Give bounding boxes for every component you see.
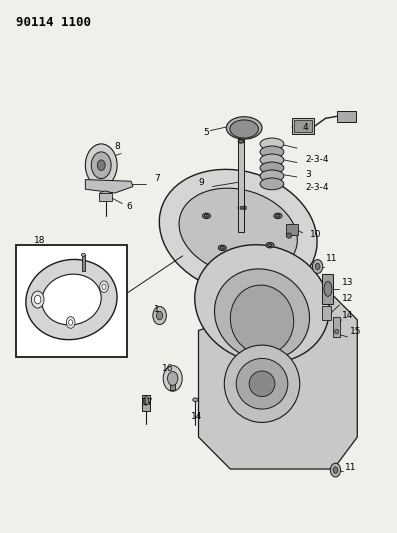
Ellipse shape [335,329,339,334]
Circle shape [330,463,341,477]
Text: 12: 12 [342,294,354,303]
Polygon shape [198,288,357,469]
Ellipse shape [276,215,280,217]
Bar [292,118,314,134]
Ellipse shape [260,138,284,150]
Text: 14: 14 [342,311,354,320]
Circle shape [153,306,166,325]
Text: 3: 3 [305,171,310,179]
Circle shape [97,160,105,171]
Ellipse shape [266,243,274,248]
Text: 90114 1100: 90114 1100 [16,16,91,29]
Ellipse shape [214,269,310,360]
Ellipse shape [260,146,284,158]
Bar [238,136,244,232]
Ellipse shape [42,274,101,325]
Circle shape [168,372,178,385]
Ellipse shape [274,213,282,219]
Bar [286,224,298,235]
Ellipse shape [218,245,226,251]
Ellipse shape [237,134,245,139]
Text: 15: 15 [350,327,362,336]
Polygon shape [85,180,133,193]
Bar [322,274,333,304]
Ellipse shape [26,260,117,340]
Circle shape [156,311,163,320]
Circle shape [66,317,75,328]
Ellipse shape [143,397,149,405]
Text: 10: 10 [310,230,321,239]
Bar [294,120,312,132]
Text: 18: 18 [34,237,46,245]
Text: 8: 8 [114,142,120,150]
Text: 5: 5 [203,128,209,136]
Ellipse shape [268,244,272,247]
Ellipse shape [324,281,332,296]
Ellipse shape [195,245,329,363]
Text: 9: 9 [198,178,204,187]
Ellipse shape [230,285,294,354]
Text: 6: 6 [126,203,132,211]
Text: 11: 11 [326,254,338,263]
Ellipse shape [236,358,288,409]
Ellipse shape [260,162,284,174]
Circle shape [163,366,182,391]
Circle shape [102,284,106,289]
Text: 1: 1 [154,305,160,313]
Bar [333,317,340,337]
Ellipse shape [249,371,275,397]
Circle shape [35,295,41,304]
Ellipse shape [224,345,300,422]
Circle shape [69,320,73,325]
Text: 17: 17 [142,398,154,407]
Ellipse shape [286,233,292,238]
Ellipse shape [81,253,85,256]
Text: 13: 13 [342,278,354,287]
Text: 4: 4 [303,124,308,132]
Ellipse shape [179,188,297,276]
Circle shape [312,260,323,273]
Text: 16: 16 [162,365,173,373]
Ellipse shape [260,154,284,166]
Bar [99,193,112,201]
Text: 11: 11 [345,464,356,472]
Ellipse shape [240,207,244,209]
Bar [82,254,85,271]
Ellipse shape [238,205,246,211]
Text: 14: 14 [191,413,203,421]
Ellipse shape [193,398,198,402]
Bar [337,111,356,122]
Bar [170,376,175,390]
Circle shape [315,263,320,270]
Bar [142,395,150,411]
Ellipse shape [260,170,284,182]
Ellipse shape [238,140,244,143]
Ellipse shape [159,169,317,294]
Circle shape [85,144,117,187]
Text: 7: 7 [154,174,160,182]
Ellipse shape [100,191,111,198]
Ellipse shape [220,246,224,249]
Circle shape [100,281,108,293]
Ellipse shape [230,120,258,138]
Ellipse shape [204,215,208,217]
Bar [16,245,127,357]
Text: 2-3-4: 2-3-4 [305,156,328,164]
Ellipse shape [260,178,284,190]
Ellipse shape [202,213,210,219]
Text: 2-3-4: 2-3-4 [305,183,328,192]
Bar [322,306,331,320]
Circle shape [333,467,338,473]
Ellipse shape [226,117,262,139]
Circle shape [31,291,44,308]
Circle shape [91,152,111,179]
